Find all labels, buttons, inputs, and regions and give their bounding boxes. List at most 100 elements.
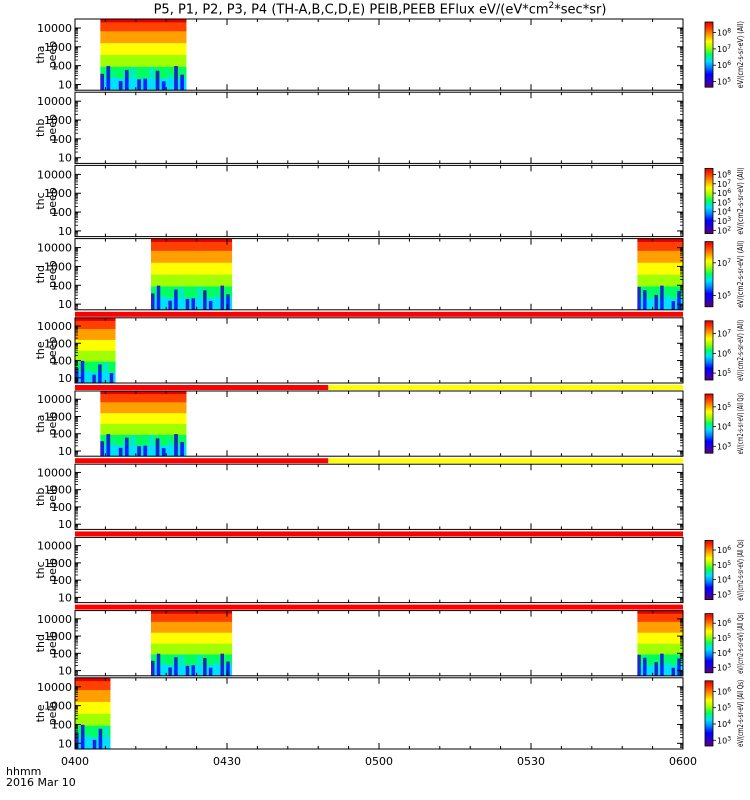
spectrogram-row bbox=[151, 667, 233, 671]
colorbar-tick-label: 103 bbox=[717, 735, 731, 745]
energy-tick-label: 1000 bbox=[44, 187, 72, 200]
colorbar-tick-exponent: 6 bbox=[727, 60, 731, 67]
panel-thb-peeb: 10 100 1000 10000 thb peeb bbox=[34, 91, 684, 165]
spectrogram-row bbox=[100, 36, 187, 41]
time-tick-label: 0530 bbox=[517, 755, 545, 768]
colorbar-tick-label: 106 bbox=[717, 686, 731, 696]
colorbar-unit-label: eV/(cm2-s-sr-eV) (All) bbox=[736, 320, 745, 381]
spectrogram-row bbox=[75, 342, 116, 346]
spectrogram-dropout bbox=[185, 665, 190, 676]
energy-tick-label: 1000 bbox=[44, 557, 72, 570]
spectrogram-row bbox=[151, 286, 233, 290]
spectrogram-dropout bbox=[660, 285, 664, 310]
colorbar-tick-exponent: 3 bbox=[727, 216, 731, 223]
colorbar-tick-exponent: 5 bbox=[727, 402, 731, 409]
spectrogram-row bbox=[151, 253, 233, 257]
spectrogram-row bbox=[151, 673, 233, 677]
spectrogram-row bbox=[75, 725, 111, 729]
spectrogram-row bbox=[151, 651, 233, 655]
colorbar-tick-label: 104 bbox=[717, 207, 731, 217]
quality-flag-segment-7-0 bbox=[75, 531, 683, 537]
panel-thc-peeb: 10 100 1000 10000 thc peeb 1021031041051061071… bbox=[34, 164, 745, 238]
energy-tick-label: 10000 bbox=[37, 95, 72, 108]
colorbar-unit-label: eV/(cm2-s-sr-eV) (All) bbox=[736, 167, 745, 234]
colorbar-tick-label: 103 bbox=[717, 589, 731, 599]
spectrogram-block-8-0 bbox=[151, 610, 233, 677]
energy-tick-label: 10 bbox=[58, 591, 72, 604]
spectrogram-row bbox=[151, 274, 233, 278]
spectrogram-row bbox=[151, 648, 233, 652]
spectrogram-dropout bbox=[226, 294, 230, 310]
spectrogram-dropout bbox=[174, 657, 178, 676]
spectrogram-row bbox=[151, 303, 233, 308]
colorbar-tick-label: 106 bbox=[717, 618, 731, 628]
title-text-tail: *sec*sr) bbox=[554, 2, 607, 18]
spectrogram-dropout bbox=[665, 294, 670, 310]
spectrogram-row bbox=[151, 306, 233, 311]
panel-frame bbox=[74, 91, 684, 164]
spectrogram-dropout bbox=[86, 369, 91, 383]
colorbar-tick-label: 103 bbox=[717, 441, 731, 451]
spectrogram-dropout bbox=[75, 732, 79, 749]
panel-label-line: peeb bbox=[46, 337, 59, 365]
colorbar-tick-label: 104 bbox=[717, 575, 731, 585]
energy-tick-label: 10 bbox=[58, 665, 72, 678]
time-tick-label: 0500 bbox=[365, 755, 393, 768]
spectrogram-dropout bbox=[179, 655, 184, 676]
spectrogram-row bbox=[100, 429, 187, 433]
colorbar-tick-exponent: 3 bbox=[727, 663, 731, 670]
colorbar-tick-exponent: 3 bbox=[727, 589, 731, 596]
spectrogram-row bbox=[100, 57, 187, 61]
spectrogram-dropout bbox=[143, 78, 148, 91]
spectrogram-dropout bbox=[185, 298, 190, 310]
colorbar-tick-exponent: 4 bbox=[727, 648, 731, 655]
energy-tick-label: 100 bbox=[51, 501, 72, 514]
colorbar-unit-label: eV/(cm2-s-sr-eV) (All Qs) bbox=[736, 539, 745, 600]
spectrogram-row bbox=[100, 24, 187, 29]
spectrogram-row bbox=[151, 643, 233, 647]
spectrogram-dropout bbox=[106, 434, 111, 457]
spectrogram-row bbox=[100, 420, 187, 424]
spectrogram-row bbox=[100, 45, 187, 50]
energy-tick-label: 1000 bbox=[44, 41, 72, 54]
spectrogram-row bbox=[637, 651, 683, 655]
spectrogram-dropout bbox=[104, 726, 109, 749]
energy-tick-label: 10000 bbox=[37, 168, 72, 181]
spectrogram-dropout bbox=[226, 661, 230, 676]
colorbar bbox=[704, 613, 714, 674]
spectrogram-dropout bbox=[643, 657, 647, 676]
spectrogram-dropout bbox=[161, 81, 166, 91]
colorbar-tick-label: 104 bbox=[717, 422, 731, 432]
spectrogram-row bbox=[75, 344, 116, 349]
spectrogram-row bbox=[637, 621, 683, 625]
spectrogram-dropout bbox=[637, 286, 641, 310]
spectrogram-dropout bbox=[180, 74, 185, 91]
spectrogram-row bbox=[151, 265, 233, 269]
spectrogram-row bbox=[151, 637, 233, 641]
colorbar-tick-label: 105 bbox=[717, 703, 731, 713]
chart-title: P5, P1, P2, P3, P4 (TH-A,B,C,D,E) PEIB,P… bbox=[70, 1, 690, 17]
spectrogram-row bbox=[75, 358, 116, 362]
panel-frame bbox=[74, 164, 684, 238]
spectrogram-row bbox=[151, 616, 233, 620]
spectrogram-dropout bbox=[151, 293, 155, 310]
spectrogram-dropout bbox=[197, 286, 201, 310]
energy-tick-label: 10 bbox=[58, 298, 72, 311]
panel-label-line: tha bbox=[34, 415, 47, 433]
spectrogram-row bbox=[75, 336, 116, 340]
spectrogram-dropout bbox=[137, 79, 141, 91]
colorbar-tick-exponent: 7 bbox=[727, 258, 731, 265]
spectrogram-row bbox=[637, 271, 683, 275]
spectrogram-dropout bbox=[677, 290, 681, 310]
colorbar-tick-exponent: 4 bbox=[727, 575, 731, 582]
spectrogram-dropout bbox=[168, 667, 172, 676]
colorbar-tick-label: 102 bbox=[717, 225, 731, 235]
panel-label-line: thc bbox=[34, 561, 47, 578]
spectrogram-row bbox=[637, 610, 683, 614]
spectrogram-row bbox=[75, 334, 116, 338]
spectrogram-row bbox=[151, 277, 233, 281]
quality-flag-segment-4-0 bbox=[75, 311, 683, 317]
panel-label-line: peeb bbox=[46, 41, 59, 69]
spectrogram-row bbox=[151, 621, 233, 625]
spectrogram-row bbox=[100, 33, 187, 38]
